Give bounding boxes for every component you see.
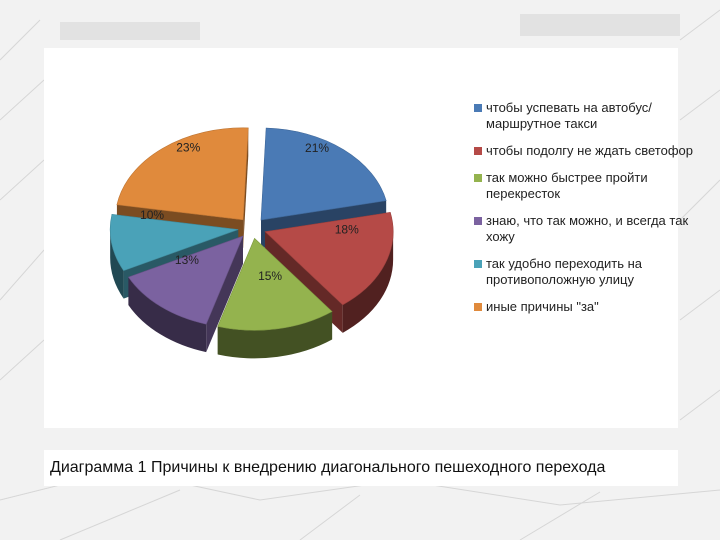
- slice-value-label: 10%: [140, 208, 164, 222]
- legend-label: чтобы подолгу не ждать светофор: [486, 143, 694, 158]
- slice-value-label: 13%: [175, 253, 199, 267]
- pie-slice-top: [260, 127, 387, 221]
- pie-slice-4: [127, 235, 244, 353]
- pie-slice-top: [109, 214, 239, 271]
- legend-label: так можно быстрее пройти перекресток: [486, 170, 648, 201]
- pie-slice-top: [116, 127, 249, 221]
- slice-value-label: 18%: [335, 222, 359, 236]
- slice-value-label: 21%: [305, 141, 329, 155]
- pie-slice-rim: [217, 311, 333, 359]
- caption-band: [44, 450, 678, 486]
- legend-label: так удобно переходить на противоположную…: [486, 256, 643, 287]
- legend-swatch: [474, 217, 482, 225]
- legend-label: чтобы успевать на автобус/маршрутное так…: [486, 100, 652, 131]
- pie-slice-wall: [243, 127, 249, 248]
- legend-label: иные причины "за": [486, 299, 599, 314]
- legend-swatch: [474, 260, 482, 268]
- legend-swatch: [474, 174, 482, 182]
- pie-slice-3: [217, 237, 333, 359]
- slice-value-label: 23%: [176, 140, 200, 154]
- legend-item: чтобы подолгу не ждать светофор: [474, 143, 714, 159]
- legend-label: знаю, что так можно, и всегда так хожу: [486, 213, 689, 244]
- legend-item: знаю, что так можно, и всегда так хожу: [474, 213, 714, 245]
- pie-slice-rim: [128, 277, 207, 353]
- pie-slice-top: [217, 237, 333, 331]
- chart-legend: чтобы успевать на автобус/маршрутное так…: [474, 100, 714, 326]
- pie-slice-rim: [342, 231, 394, 333]
- legend-swatch: [474, 147, 482, 155]
- legend-swatch: [474, 104, 482, 112]
- legend-item: иные причины "за": [474, 299, 714, 315]
- slice-value-label: 15%: [258, 269, 282, 283]
- legend-item: так можно быстрее пройти перекресток: [474, 170, 714, 202]
- legend-item: так удобно переходить на противоположную…: [474, 256, 714, 288]
- chart-caption: Диаграмма 1 Причины к внедрению диагонал…: [50, 459, 606, 476]
- pie-slice-top: [127, 235, 244, 325]
- legend-swatch: [474, 303, 482, 311]
- pie-chart: 21% 18% 15% 13% 10% 23%: [109, 127, 394, 359]
- pie-slice-rim: [110, 229, 124, 299]
- legend-item: чтобы успевать на автобус/маршрутное так…: [474, 100, 714, 132]
- pie-slice-top: [264, 212, 394, 306]
- chart-panel: 21% 18% 15% 13% 10% 23% чтобы успевать на авт…: [44, 48, 693, 428]
